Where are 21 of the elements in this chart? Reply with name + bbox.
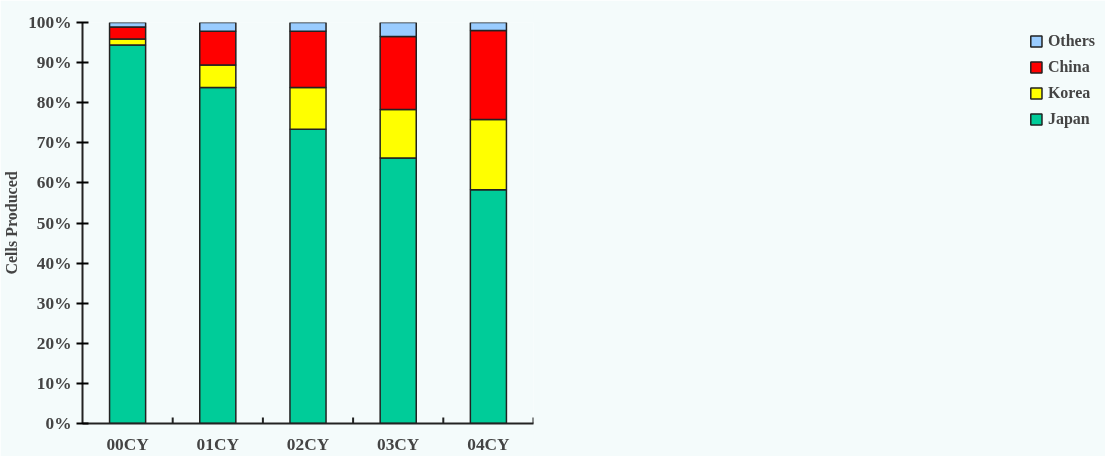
x-tick-label: 00CY <box>106 434 150 454</box>
y-tick-label: 50% <box>36 213 72 233</box>
y-tick-label: 60% <box>36 173 72 193</box>
legend-label: China <box>1047 58 1090 76</box>
x-tick-label: 04CY <box>467 434 511 454</box>
y-tick-label: 10% <box>36 373 72 393</box>
legend-label: Others <box>1047 32 1095 50</box>
x-tick-label: 02CY <box>286 434 330 454</box>
x-tick-label: 03CY <box>377 434 420 454</box>
y-tick-label: 0% <box>45 414 72 433</box>
x-tick-label: 01CY <box>196 434 240 454</box>
y-axis-title: Cells Produced <box>3 171 21 275</box>
y-tick-label: 80% <box>36 93 72 113</box>
legend-label: Korea <box>1047 84 1091 102</box>
y-tick-label: 20% <box>36 333 72 353</box>
legend-label: Japan <box>1047 110 1090 128</box>
y-tick-label: 90% <box>36 53 72 73</box>
y-tick-label: 70% <box>36 133 72 153</box>
y-tick-label: 30% <box>36 293 72 313</box>
y-tick-label: 40% <box>36 253 72 273</box>
y-tick-label: 100% <box>28 13 72 32</box>
